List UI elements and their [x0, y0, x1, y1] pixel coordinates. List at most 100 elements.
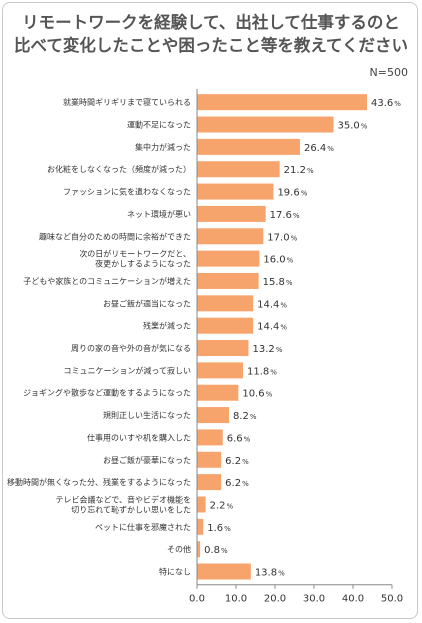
chart-frame: [2, 2, 418, 619]
bar: [197, 407, 229, 424]
data-label: 6.2: [225, 456, 241, 467]
category-label: テレビ会議などで、音やビデオ機能を: [55, 494, 191, 504]
data-label-percent: %: [291, 234, 298, 242]
bar: [197, 205, 266, 222]
data-label: 43.6: [371, 98, 393, 109]
data-label-percent: %: [244, 435, 251, 443]
bar: [197, 116, 334, 133]
data-label-percent: %: [287, 257, 294, 265]
data-label-percent: %: [242, 458, 249, 466]
data-label: 1.6: [207, 523, 223, 534]
x-tick-label: 0.0: [189, 594, 205, 605]
bar: [197, 429, 223, 446]
data-label: 2.2: [210, 500, 226, 511]
x-tick-label: 20.0: [264, 594, 286, 605]
category-label: ジョギングや散歩など運動をするようになった: [23, 388, 191, 398]
bar: [197, 295, 254, 312]
data-label: 16.0: [263, 255, 285, 266]
data-label-percent: %: [280, 301, 287, 309]
bar: [197, 474, 222, 491]
bar: [197, 384, 239, 401]
x-tick-label: 50.0: [381, 594, 403, 605]
data-label-percent: %: [301, 190, 308, 198]
category-label: その他: [167, 544, 191, 554]
bar: [197, 451, 222, 468]
category-label: 特になし: [159, 567, 191, 577]
bar: [197, 161, 280, 178]
data-label-percent: %: [278, 570, 285, 578]
category-label: ネット環境が悪い: [127, 209, 191, 219]
data-label-percent: %: [327, 145, 334, 153]
bar: [197, 518, 204, 535]
data-label-percent: %: [307, 167, 314, 175]
data-label-percent: %: [224, 525, 231, 533]
bar: [197, 317, 254, 334]
data-label: 35.0: [338, 121, 360, 132]
data-label: 11.8: [247, 366, 269, 377]
category-label: ペットに仕事を邪魔された: [95, 522, 191, 532]
x-tick-label: 10.0: [225, 594, 247, 605]
data-label-percent: %: [361, 123, 368, 131]
bar: [197, 340, 249, 357]
category-label: 趣味など自分のための時間に余裕ができた: [39, 231, 191, 241]
data-label-percent: %: [276, 346, 283, 354]
data-label-percent: %: [266, 391, 273, 399]
data-label-percent: %: [242, 480, 249, 488]
data-label: 17.0: [267, 232, 289, 243]
category-label: 移動時間が無くなった分、残業をするようになった: [7, 477, 191, 487]
x-tick-label: 30.0: [303, 594, 325, 605]
category-label: 規則正しい生活になった: [103, 410, 191, 420]
category-label: 周りの家の音や外の音が気になる: [71, 343, 191, 353]
data-label: 6.2: [225, 478, 241, 489]
bar: [197, 94, 368, 111]
bar: [197, 138, 300, 155]
category-label: お化粧をしなくなった（頻度が減った）: [47, 164, 191, 174]
data-label: 14.4: [257, 299, 279, 310]
category-label: 次の日がリモートワークだと、: [79, 249, 191, 259]
data-label-percent: %: [293, 212, 300, 220]
bar: [197, 563, 251, 580]
category-label: コミュニケーションが減って寂しい: [64, 365, 191, 375]
data-label: 13.2: [252, 344, 274, 355]
category-label: お昼ご飯が豪華になった: [103, 455, 191, 465]
data-label: 10.6: [242, 389, 264, 400]
chart-title-line-2: 比べて変化したことや困ったこと等を教えてください: [13, 36, 409, 55]
data-label-percent: %: [394, 100, 401, 108]
data-label: 19.6: [277, 188, 299, 199]
category-label: 集中力が減った: [135, 142, 191, 152]
bar: [197, 362, 244, 379]
data-label: 14.4: [257, 322, 279, 333]
data-label-percent: %: [280, 324, 287, 332]
category-label: ファッションに気を遣わなくなった: [63, 187, 191, 197]
category-label: お昼ご飯が適当になった: [103, 298, 191, 308]
data-label-percent: %: [250, 413, 257, 421]
data-label-percent: %: [226, 502, 233, 510]
data-label: 8.2: [233, 411, 249, 422]
category-label: 仕事用のいすや机を購入した: [87, 432, 191, 442]
bar: [197, 183, 274, 200]
bar: [197, 496, 206, 513]
category-label: 就業時間ギリギリまで寝ていられる: [63, 97, 191, 107]
data-label: 0.8: [204, 545, 220, 556]
category-label: 運動不足になった: [127, 121, 191, 130]
category-label: 夜更かしするようになった: [95, 259, 191, 269]
data-label: 13.8: [255, 568, 277, 579]
data-label: 17.6: [270, 210, 292, 221]
category-label: 子どもや家族とのコミュニケーションが増えた: [23, 276, 191, 286]
bar: [197, 541, 201, 558]
sample-size-label: N=500: [369, 66, 408, 79]
category-label: 切り忘れて恥ずかしい思いをした: [71, 504, 191, 514]
bar: [197, 272, 259, 289]
bar: [197, 228, 264, 245]
data-label-percent: %: [221, 547, 228, 555]
data-label: 26.4: [304, 143, 326, 154]
data-label: 21.2: [284, 165, 306, 176]
data-label-percent: %: [270, 368, 277, 376]
chart-title-line-1: リモートワークを経験して、出社して仕事するのと: [22, 13, 400, 32]
bar: [197, 250, 260, 267]
data-label: 15.8: [263, 277, 285, 288]
x-tick-label: 40.0: [342, 594, 364, 605]
data-label: 6.6: [227, 433, 243, 444]
data-label-percent: %: [286, 279, 293, 287]
